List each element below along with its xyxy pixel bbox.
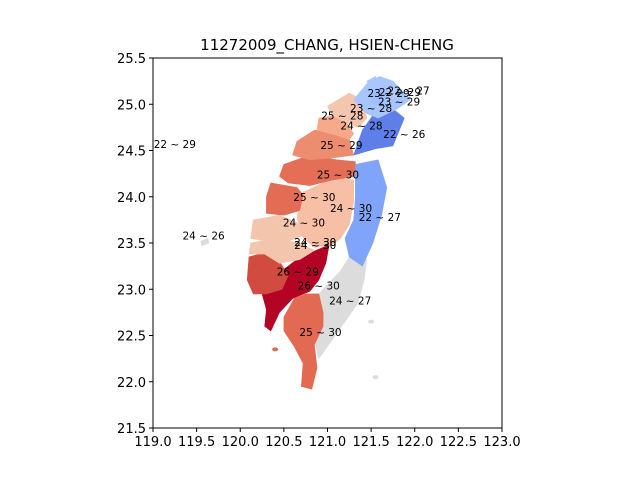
x-tick-label: 120.0 xyxy=(222,435,259,450)
island-marker xyxy=(368,319,375,324)
y-tick-label: 22.5 xyxy=(117,330,146,345)
region-label: 26 ~ 30 xyxy=(298,281,340,293)
y-tick-label: 25.5 xyxy=(117,52,146,67)
region-label: 22 ~ 27 xyxy=(388,85,430,97)
region-label: 26 ~ 29 xyxy=(277,267,319,279)
x-tick-label: 123.0 xyxy=(483,435,520,450)
region-label: 22 ~ 29 xyxy=(154,139,196,151)
y-tick-label: 23.5 xyxy=(117,237,146,252)
y-tick-label: 24.0 xyxy=(117,191,146,206)
region-label: 24 ~ 30 xyxy=(294,240,336,252)
region-label: 24 ~ 30 xyxy=(330,203,372,215)
region-penghu xyxy=(200,237,210,247)
chart-title: 11272009_CHANG, HSIEN-CHENG xyxy=(200,36,454,55)
x-tick-label: 120.5 xyxy=(265,435,302,450)
region-label: 25 ~ 30 xyxy=(299,327,341,339)
region-label: 25 ~ 29 xyxy=(320,140,362,152)
x-axis: 119.0 119.5 120.0 120.5 121.0 121.5 122.0 122.5… xyxy=(134,428,521,450)
region-label: 24 ~ 26 xyxy=(183,231,226,243)
y-tick-label: 25.0 xyxy=(117,98,146,113)
region-label: 24 ~ 30 xyxy=(294,237,336,249)
region-label: 22 ~ 27 xyxy=(359,212,401,224)
region-label: 23 ~ 29 xyxy=(367,88,409,100)
region-kaohsiung xyxy=(261,244,330,332)
region-taipei xyxy=(369,87,388,107)
region-label: 22 ~ 26 xyxy=(383,129,426,141)
map-regions xyxy=(200,76,411,390)
region-label: 24 ~ 30 xyxy=(283,218,325,230)
y-tick-label: 21.5 xyxy=(117,422,146,437)
region-label: 24 ~ 27 xyxy=(329,295,371,307)
y-axis: 21.5 22.0 22.5 23.0 23.5 24.0 24.5 25.0 25.5 xyxy=(117,52,153,437)
region-label: 23 ~ 29 xyxy=(378,96,420,108)
region-keelung xyxy=(386,87,400,98)
region-label: 24 ~ 28 xyxy=(340,121,382,133)
region-yunlin xyxy=(250,214,304,242)
region-label: 25 ~ 30 xyxy=(317,170,359,182)
island-marker xyxy=(272,347,279,352)
y-tick-label: 22.0 xyxy=(117,376,146,391)
x-tick-label: 121.5 xyxy=(353,435,390,450)
region-pingtung xyxy=(283,293,324,390)
region-label: 25 ~ 28 xyxy=(321,110,363,122)
x-tick-label: 121.0 xyxy=(309,435,346,450)
region-label: 22 ~ 29 xyxy=(379,87,421,99)
region-label: 23 ~ 28 xyxy=(350,103,392,115)
region-label: 25 ~ 30 xyxy=(293,192,335,204)
y-tick-label: 23.0 xyxy=(117,283,146,298)
x-tick-label: 122.0 xyxy=(396,435,433,450)
region-yilan xyxy=(353,108,405,156)
x-tick-label: 119.5 xyxy=(178,435,215,450)
x-tick-label: 122.5 xyxy=(440,435,477,450)
island-marker xyxy=(372,375,379,380)
x-tick-label: 119.0 xyxy=(134,435,171,450)
region-north-tip xyxy=(366,76,383,88)
y-tick-label: 24.5 xyxy=(117,145,146,160)
region-changhua xyxy=(266,182,304,216)
region-hualien xyxy=(344,159,388,267)
